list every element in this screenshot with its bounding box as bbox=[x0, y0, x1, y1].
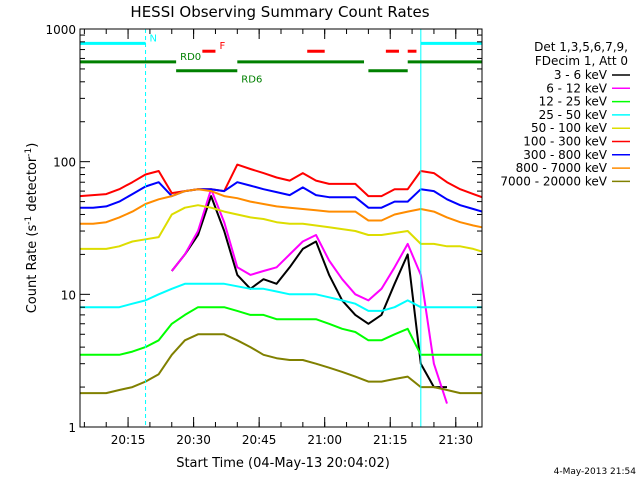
axis-layer: 1 10 100 1000 20:15 20:30 20:45 21:00 21:15 21:30 bbox=[45, 23, 482, 447]
x-tick-label-5: 21:30 bbox=[438, 433, 473, 447]
flag-label-0: N bbox=[150, 33, 157, 44]
x-tick-label-0: 20:15 bbox=[111, 433, 146, 447]
legend-label-5: 100 - 300 keV bbox=[523, 135, 607, 149]
legend-label-4: 50 - 100 keV bbox=[531, 121, 608, 135]
y-tick-label-2: 100 bbox=[53, 156, 76, 170]
y-tick-label-0: 1 bbox=[68, 421, 76, 435]
legend-label-6: 300 - 800 keV bbox=[523, 148, 607, 162]
legend-label-7: 800 - 7000 keV bbox=[516, 161, 608, 175]
series-line-8-0 bbox=[80, 333, 482, 395]
series-line-0-0 bbox=[171, 195, 447, 389]
flag-layer: N F RD0 RD6 bbox=[80, 33, 482, 86]
y-tick-label-1: 10 bbox=[61, 288, 76, 302]
x-tick-label-2: 20:45 bbox=[242, 433, 277, 447]
series-line-6-0 bbox=[80, 181, 483, 213]
y-tick-label-3: 1000 bbox=[45, 23, 76, 37]
y-label-sup1: -1 bbox=[24, 216, 34, 225]
y-label-sup2: -1 bbox=[24, 148, 34, 157]
flag-label-3: RD6 bbox=[241, 75, 262, 86]
series-layer bbox=[79, 163, 483, 404]
legend-label-8: 7000 - 20000 keV bbox=[500, 174, 607, 188]
flag-label-1: F bbox=[219, 41, 225, 52]
series-line-7-0 bbox=[80, 188, 483, 229]
legend-label-2: 12 - 25 keV bbox=[539, 95, 608, 109]
marker-layer bbox=[145, 29, 483, 427]
footer-date: 4-May-2013 21:54 bbox=[554, 467, 637, 477]
flag-label-2: RD0 bbox=[180, 52, 201, 63]
x-tick-label-1: 20:30 bbox=[176, 433, 211, 447]
x-tick-label-3: 21:00 bbox=[307, 433, 342, 447]
y-label-end: ) bbox=[25, 143, 40, 148]
series-line-1-0 bbox=[171, 188, 448, 404]
series-line-3-0 bbox=[80, 282, 482, 312]
legend-label-0: 3 - 6 keV bbox=[554, 68, 608, 82]
series-line-4-0 bbox=[80, 204, 483, 253]
y-label-mid: detector bbox=[25, 156, 40, 216]
legend: Det 1,3,5,6,7,9, FDecim 1, Att 0 3 - 6 k… bbox=[500, 40, 630, 188]
chart-title: HESSI Observing Summary Count Rates bbox=[130, 3, 429, 21]
series-line-2-0 bbox=[80, 306, 482, 356]
x-axis-label: Start Time (04-May-13 20:04:02) bbox=[176, 456, 390, 471]
y-label-main: Count Rate (s bbox=[25, 225, 40, 314]
y-axis-label: Count Rate (s-1 detector-1) bbox=[24, 143, 40, 314]
legend-header-line1: Det 1,3,5,6,7,9, bbox=[534, 40, 628, 54]
series-line-5-0 bbox=[79, 163, 483, 199]
x-tick-label-4: 21:15 bbox=[373, 433, 408, 447]
legend-label-1: 6 - 12 keV bbox=[546, 81, 608, 95]
legend-label-3: 25 - 50 keV bbox=[539, 108, 608, 122]
legend-header-line2: FDecim 1, Att 0 bbox=[535, 54, 628, 68]
